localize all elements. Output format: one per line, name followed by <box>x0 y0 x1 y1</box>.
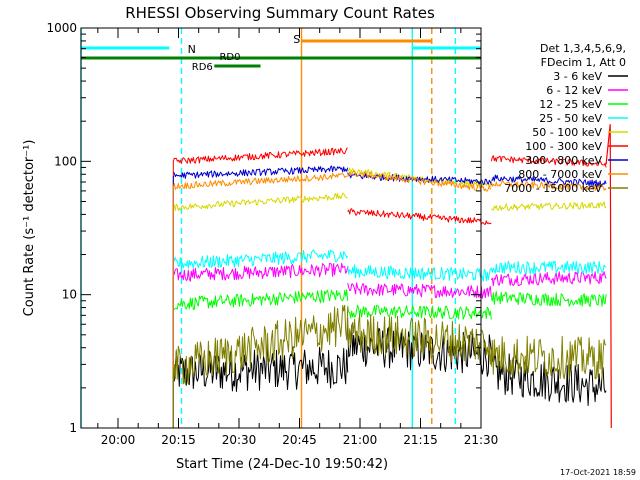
series-line-segment <box>172 304 349 388</box>
series-line-segment <box>490 155 607 168</box>
series-line-segment <box>490 180 607 192</box>
series-spike <box>605 124 612 429</box>
series-line-segment <box>172 147 348 164</box>
series-line-segment <box>172 262 349 282</box>
series-line-segment <box>347 264 492 282</box>
legend-entry-label: 300 - 800 keV <box>525 154 602 167</box>
series-line-segment <box>172 249 349 270</box>
legend-entry-label: 3 - 6 keV <box>553 70 602 83</box>
x-tick-label: 21:30 <box>464 433 499 447</box>
rd6-label: RD6 <box>192 62 213 73</box>
series-layer <box>172 124 612 429</box>
series-line-segment <box>491 174 607 187</box>
legend-header-line-2: FDecim 1, Att 0 <box>541 56 626 69</box>
x-tick-label: 20:45 <box>282 433 317 447</box>
timestamp: 17-Oct-2021 18:59 <box>560 468 636 477</box>
series-line-segment <box>173 165 349 179</box>
series-line-segment <box>172 173 348 190</box>
legend-entry-label: 100 - 300 keV <box>525 140 602 153</box>
y-tick-label: 1000 <box>46 21 77 35</box>
x-tick-label: 20:15 <box>161 433 196 447</box>
legend-entry-label: 12 - 25 keV <box>539 98 602 111</box>
legend-entry-label: 6 - 12 keV <box>546 84 602 97</box>
legend-entry-label: 7000 - 15000 keV <box>504 182 602 195</box>
legend-entry-label: 25 - 50 keV <box>539 112 602 125</box>
series-line-segment <box>347 304 492 320</box>
series-line-segment <box>347 208 492 225</box>
series-line-segment <box>172 289 349 311</box>
series-line-segment <box>172 346 349 392</box>
series-line-segment <box>490 352 607 406</box>
x-tick-label: 20:30 <box>222 433 257 447</box>
y-tick-label: 10 <box>62 288 77 302</box>
series-line-segment <box>490 335 607 380</box>
series-line-segment <box>347 313 492 365</box>
legend-entry-label: 800 - 7000 keV <box>518 168 602 181</box>
series-line-segment <box>490 291 607 308</box>
annotation-layer: N S RD0 RD6 <box>80 28 481 428</box>
x-tick-label: 20:00 <box>101 433 136 447</box>
night-label: N <box>188 43 196 56</box>
legend-header-line-1: Det 1,3,4,5,6,9, <box>540 42 626 55</box>
x-tick-label: 21:15 <box>403 433 438 447</box>
series-line-segment <box>490 260 607 275</box>
series-line-segment <box>491 201 607 211</box>
y-tick-label: 100 <box>54 154 77 168</box>
series-line-segment <box>347 170 492 192</box>
legend: Det 1,3,4,5,6,9, FDecim 1, Att 0 3 - 6 k… <box>504 42 628 195</box>
series-line-segment <box>347 282 492 299</box>
x-axis-label: Start Time (24-Dec-10 19:50:42) <box>176 457 388 472</box>
legend-entry-label: 50 - 100 keV <box>532 126 602 139</box>
chart-title: RHESSI Observing Summary Count Rates <box>125 4 435 22</box>
series-line-segment <box>173 192 348 211</box>
y-tick-label: 1 <box>69 421 77 435</box>
rd0-label: RD0 <box>219 52 240 63</box>
plot-frame <box>80 27 482 429</box>
y-axis-label: Count Rate (s⁻¹ detector⁻¹) <box>22 140 37 317</box>
axis-layer: 1 10 100 1000 20:00 20:15 20:30 20:45 21:00 21:15… <box>46 21 498 447</box>
saa-label: S <box>293 33 300 46</box>
x-tick-label: 21:00 <box>343 433 378 447</box>
series-line-segment <box>490 271 607 287</box>
